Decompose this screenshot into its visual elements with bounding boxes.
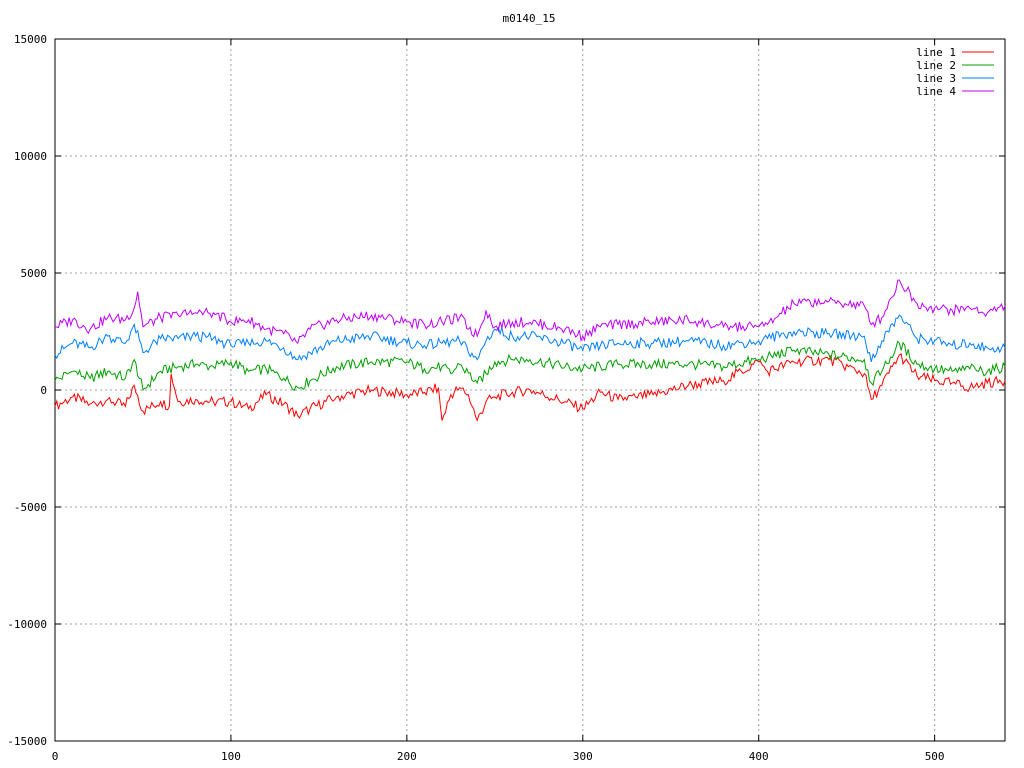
y-tick-label: 0 [40, 384, 47, 397]
x-tick-label: 500 [925, 750, 945, 763]
legend-label: line 1 [916, 46, 956, 59]
y-tick-label: 5000 [21, 267, 48, 280]
x-tick-label: 400 [749, 750, 769, 763]
x-tick-label: 300 [573, 750, 593, 763]
y-tick-label: -10000 [7, 618, 47, 631]
series-line-3 [54, 314, 1006, 363]
x-tick-label: 100 [221, 750, 241, 763]
y-tick-label: -5000 [14, 501, 47, 514]
legend-label: line 3 [916, 72, 956, 85]
y-tick-label: 10000 [14, 150, 47, 163]
chart-title: m0140_15 [503, 12, 556, 25]
axes: -15000 -10000 -5000 0 5000 10000 15000 0 100 200 3… [7, 33, 1006, 763]
x-tick-label: 0 [52, 750, 59, 763]
series-line-4 [54, 279, 1006, 345]
series-lines [54, 279, 1006, 422]
series-line-2 [54, 340, 1006, 392]
series-line-1 [54, 353, 1006, 422]
legend-label: line 2 [916, 59, 956, 72]
y-tick-label: 15000 [14, 33, 47, 46]
legend-label: line 4 [916, 85, 956, 98]
y-tick-label: -15000 [7, 735, 47, 748]
x-tick-label: 200 [397, 750, 417, 763]
